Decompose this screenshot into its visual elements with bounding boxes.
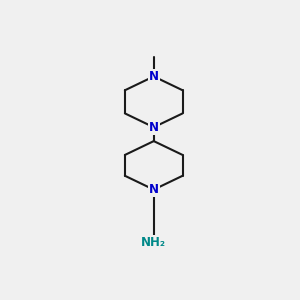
Text: NH₂: NH₂ bbox=[141, 236, 166, 249]
Text: N: N bbox=[149, 70, 159, 83]
Text: N: N bbox=[149, 121, 159, 134]
Text: N: N bbox=[149, 183, 159, 196]
